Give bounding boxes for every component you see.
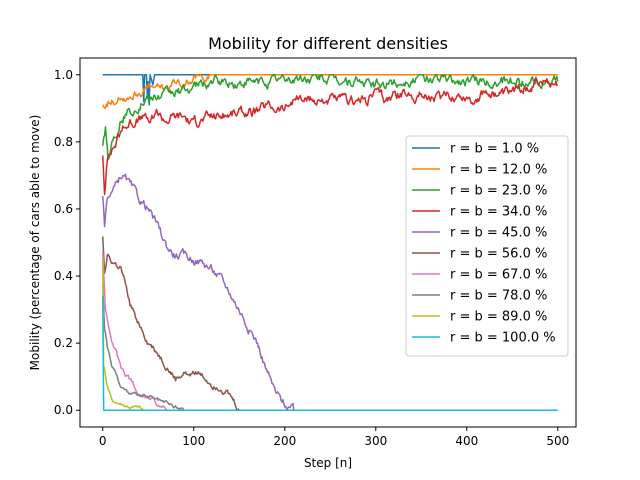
y-tick-label: 1.0: [54, 68, 73, 82]
legend-label: r = b = 89.0 %: [450, 310, 547, 325]
legend-label: r = b = 100.0 %: [450, 331, 556, 346]
series-line: [102, 74, 558, 106]
x-axis-label: Step [n]: [304, 456, 352, 470]
legend-label: r = b = 56.0 %: [450, 247, 547, 262]
chart-title: Mobility for different densities: [208, 34, 448, 53]
y-axis-label: Mobility (percentage of cars able to mov…: [28, 115, 42, 371]
x-tick-label: 400: [455, 434, 478, 448]
legend-label: r = b = 78.0 %: [450, 289, 547, 304]
axis-ticks: 0 100 200 300 400 500 0.0 0.2 0.4 0.6 0.8 1.0: [54, 68, 569, 448]
plot-area-frame: [79, 57, 577, 428]
x-tick-label: 0: [99, 434, 107, 448]
legend-label: r = b = 34.0 %: [450, 205, 547, 220]
legend-label: r = b = 67.0 %: [450, 268, 547, 283]
series-line: [102, 76, 559, 196]
x-tick-label: 300: [364, 434, 387, 448]
y-tick-label: 0.0: [54, 403, 73, 417]
y-tick-label: 0.2: [54, 336, 73, 350]
x-tick-label: 100: [182, 434, 205, 448]
x-tick-label: 500: [546, 434, 569, 448]
legend-label: r = b = 45.0 %: [450, 226, 547, 241]
series-line: [102, 74, 559, 161]
y-tick-label: 0.8: [54, 135, 73, 149]
plot-series-group: [102, 74, 559, 411]
y-tick-label: 0.6: [54, 202, 73, 216]
legend: r = b = 1.0 % r = b = 12.0 % r = b = 23.0 …: [405, 135, 569, 357]
series-line: [102, 296, 558, 411]
legend-label: r = b = 12.0 %: [450, 163, 547, 178]
legend-box: [405, 135, 569, 357]
legend-label: r = b = 23.0 %: [450, 184, 547, 199]
y-tick-label: 0.4: [54, 269, 73, 283]
x-tick-label: 200: [273, 434, 296, 448]
legend-label: r = b = 1.0 %: [450, 142, 539, 157]
